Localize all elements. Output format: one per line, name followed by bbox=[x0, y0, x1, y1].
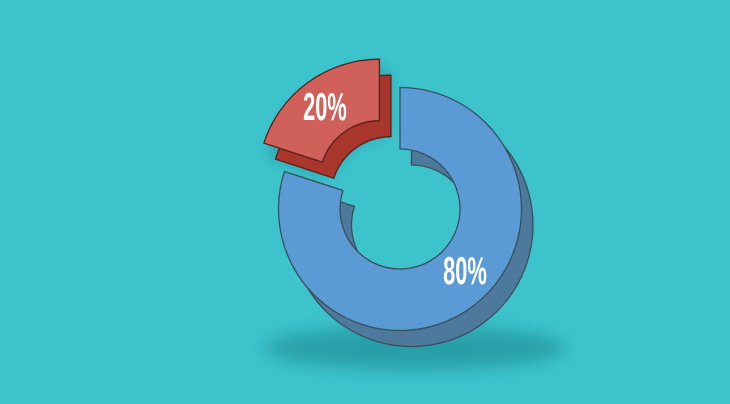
svg-text:20%: 20% bbox=[303, 84, 347, 128]
svg-text:80%: 80% bbox=[443, 248, 487, 292]
